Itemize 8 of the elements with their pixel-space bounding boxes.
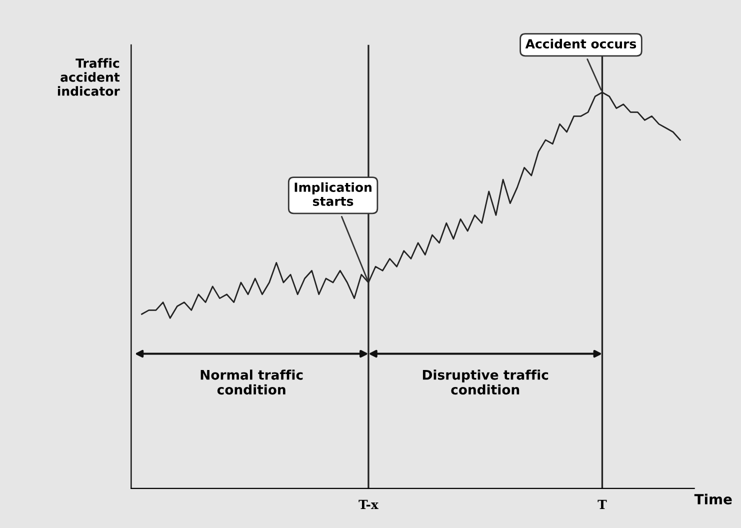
annotation: Disruptive traffic condition xyxy=(422,370,548,395)
annotation: Implication starts xyxy=(294,182,372,206)
y-axis-title: Traffic accident indicator xyxy=(58,58,120,96)
x-tick-label: T xyxy=(598,500,607,510)
annotation: Accident occurs xyxy=(525,38,636,49)
annotation: Normal traffic condition xyxy=(200,370,303,395)
x-tick-label: T-x xyxy=(358,500,378,510)
x-axis-title: Time xyxy=(694,494,732,504)
